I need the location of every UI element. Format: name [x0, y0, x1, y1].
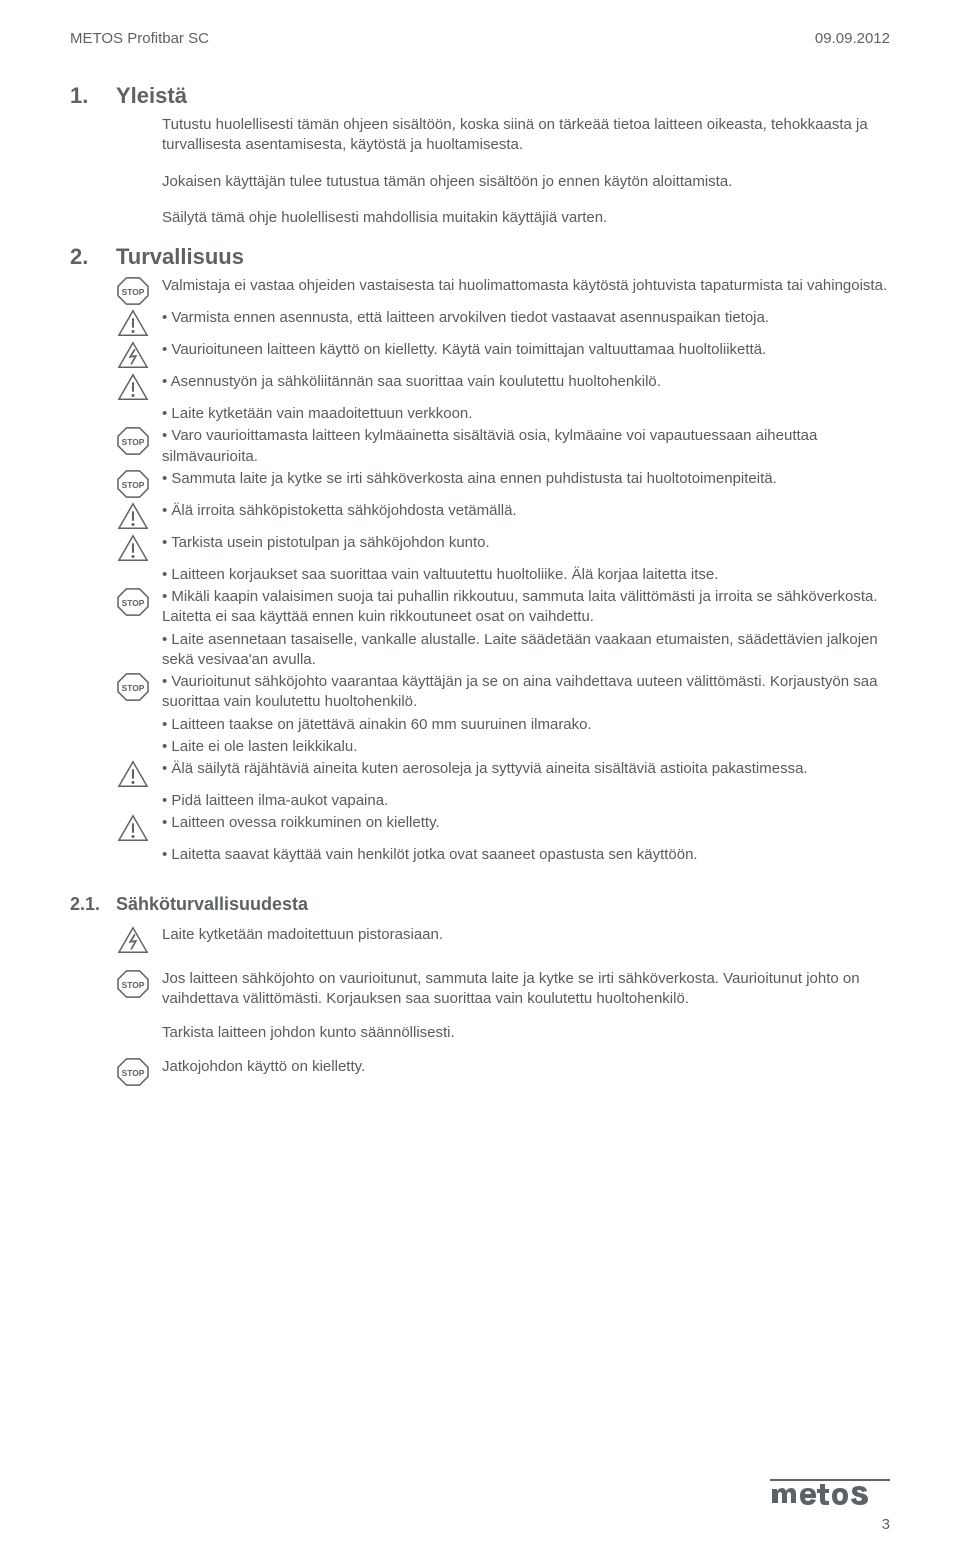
section-1-para-3: Säilytä tämä ohje huolellisesti mahdolli… [162, 208, 890, 228]
section-2-1-title: Sähköturvallisuudesta [116, 894, 308, 915]
warn-icon [116, 501, 162, 531]
safety-item-text: Varmista ennen asennusta, että laitteen … [162, 308, 890, 328]
electrical-safety-item: Laite kytketään madoitettuun pistorasiaa… [116, 925, 890, 955]
safety-item-text: Vaurioitunut sähköjohto vaarantaa käyttä… [162, 672, 890, 713]
header-right: 09.09.2012 [815, 30, 890, 47]
safety-item: Laitetta saavat käyttää vain henkilöt jo… [116, 845, 890, 865]
section-2-heading: 2. Turvallisuus [70, 244, 890, 270]
section-2-number: 2. [70, 244, 116, 270]
section-2-lead: Valmistaja ei vastaa ohjeiden vastaisest… [116, 276, 890, 306]
stop-icon [116, 426, 162, 456]
warn-icon [116, 759, 162, 789]
section-1-number: 1. [70, 83, 116, 109]
stop-icon [116, 587, 162, 617]
safety-item: Pidä laitteen ilma-aukot vapaina. [116, 791, 890, 811]
stop-icon [116, 469, 162, 499]
safety-item: Laitteen ovessa roikkuminen on kielletty… [116, 813, 890, 843]
electrical-safety-item-text: Jos laitteen sähköjohto on vaurioitunut,… [162, 969, 890, 1010]
electrical-safety-item: Jatkojohdon käyttö on kielletty. [116, 1057, 890, 1087]
safety-item: Tarkista usein pistotulpan ja sähköjohdo… [116, 533, 890, 563]
section-2-lead-text: Valmistaja ei vastaa ohjeiden vastaisest… [162, 276, 890, 296]
safety-item: Laite asennetaan tasaiselle, vankalle al… [116, 630, 890, 671]
stop-icon [116, 672, 162, 702]
safety-item: Älä irroita sähköpistoketta sähköjohdost… [116, 501, 890, 531]
safety-item: Vaurioitunut sähköjohto vaarantaa käyttä… [116, 672, 890, 713]
safety-item-text: Asennustyön ja sähköliitännän saa suorit… [162, 372, 890, 392]
safety-item: Laite ei ole lasten leikkikalu. [116, 737, 890, 757]
warn-icon [116, 372, 162, 402]
safety-item-text: Pidä laitteen ilma-aukot vapaina. [162, 791, 890, 811]
warn-icon [116, 308, 162, 338]
warn-icon [116, 813, 162, 843]
section-2-1-body: Laite kytketään madoitettuun pistorasiaa… [116, 925, 890, 1088]
section-1-title: Yleistä [116, 83, 187, 109]
section-2-title: Turvallisuus [116, 244, 244, 270]
safety-item-text: Tarkista usein pistotulpan ja sähköjohdo… [162, 533, 890, 553]
safety-item: Mikäli kaapin valaisimen suoja tai puhal… [116, 587, 890, 628]
safety-item-text: Sammuta laite ja kytke se irti sähköverk… [162, 469, 890, 489]
electrical-safety-item-text: Tarkista laitteen johdon kunto säännölli… [162, 1023, 890, 1043]
shock-icon [116, 340, 162, 370]
header-left: METOS Profitbar SC [70, 30, 209, 47]
safety-item: Varmista ennen asennusta, että laitteen … [116, 308, 890, 338]
safety-item: Laite kytketään vain maadoitettuun verkk… [116, 404, 890, 424]
safety-item-text: Vaurioituneen laitteen käyttö on kiellet… [162, 340, 890, 360]
safety-item-text: Laite ei ole lasten leikkikalu. [162, 737, 890, 757]
safety-item: Varo vaurioittamasta laitteen kylmäainet… [116, 426, 890, 467]
section-1-heading: 1. Yleistä [70, 83, 890, 109]
safety-item: Sammuta laite ja kytke se irti sähköverk… [116, 469, 890, 499]
safety-item-text: Laitteen taakse on jätettävä ainakin 60 … [162, 715, 890, 735]
section-1-para-1: Tutustu huolellisesti tämän ohjeen sisäl… [162, 115, 890, 156]
electrical-safety-item: Jos laitteen sähköjohto on vaurioitunut,… [116, 969, 890, 1010]
safety-item-text: Laitteen ovessa roikkuminen on kielletty… [162, 813, 890, 833]
safety-item-text: Varo vaurioittamasta laitteen kylmäainet… [162, 426, 890, 467]
safety-item: Vaurioituneen laitteen käyttö on kiellet… [116, 340, 890, 370]
stop-icon [116, 969, 162, 999]
shock-icon [116, 925, 162, 955]
section-2-1-number: 2.1. [70, 894, 116, 915]
safety-item: Laitteen korjaukset saa suorittaa vain v… [116, 565, 890, 585]
electrical-safety-item-text: Laite kytketään madoitettuun pistorasiaa… [162, 925, 890, 945]
stop-icon [116, 1057, 162, 1087]
safety-item-text: Laitteen korjaukset saa suorittaa vain v… [162, 565, 890, 585]
stop-icon [116, 276, 162, 306]
safety-item-text: Laite kytketään vain maadoitettuun verkk… [162, 404, 890, 424]
metos-logo [770, 1479, 890, 1512]
safety-item: Laitteen taakse on jätettävä ainakin 60 … [116, 715, 890, 735]
section-1-body: Tutustu huolellisesti tämän ohjeen sisäl… [162, 115, 890, 228]
safety-item: Älä säilytä räjähtäviä aineita kuten aer… [116, 759, 890, 789]
section-1-para-2: Jokaisen käyttäjän tulee tutustua tämän … [162, 172, 890, 192]
electrical-safety-item: Tarkista laitteen johdon kunto säännölli… [116, 1023, 890, 1043]
electrical-safety-item-text: Jatkojohdon käyttö on kielletty. [162, 1057, 890, 1077]
safety-item-text: Laite asennetaan tasaiselle, vankalle al… [162, 630, 890, 671]
safety-item-text: Mikäli kaapin valaisimen suoja tai puhal… [162, 587, 890, 628]
page: METOS Profitbar SC 09.09.2012 1. Yleistä… [0, 0, 960, 1553]
safety-item: Asennustyön ja sähköliitännän saa suorit… [116, 372, 890, 402]
section-2-body: Valmistaja ei vastaa ohjeiden vastaisest… [116, 276, 890, 866]
warn-icon [116, 533, 162, 563]
page-number: 3 [770, 1516, 890, 1533]
section-2-1-heading: 2.1. Sähköturvallisuudesta [70, 894, 890, 915]
page-footer: 3 [770, 1479, 890, 1533]
safety-item-text: Laitetta saavat käyttää vain henkilöt jo… [162, 845, 890, 865]
safety-item-text: Älä irroita sähköpistoketta sähköjohdost… [162, 501, 890, 521]
page-header: METOS Profitbar SC 09.09.2012 [70, 30, 890, 53]
safety-item-text: Älä säilytä räjähtäviä aineita kuten aer… [162, 759, 890, 779]
